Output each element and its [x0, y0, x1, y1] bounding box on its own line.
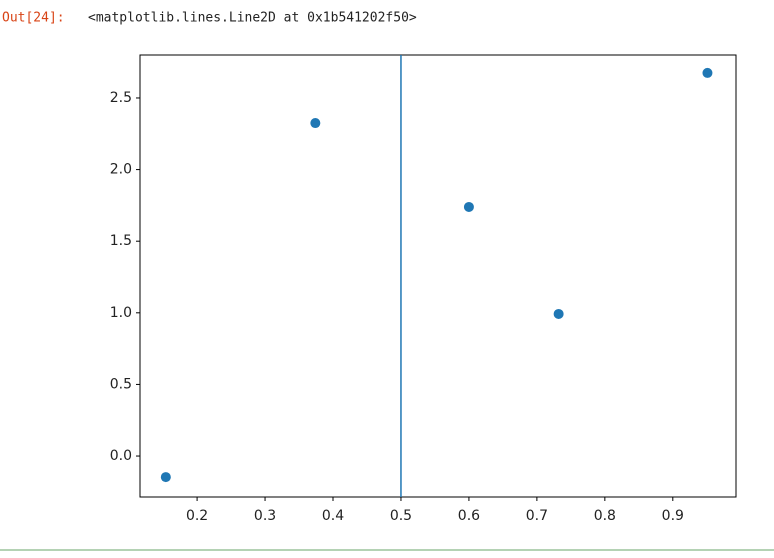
output-prompt: Out[24]: [2, 11, 65, 26]
x-tick-label: 0.8 [594, 508, 616, 524]
output-text: <matplotlib.lines.Line2D at 0x1b541202f5… [88, 11, 417, 26]
point [463, 201, 474, 212]
y-tick-label: 0.5 [110, 376, 132, 392]
x-tick-label: 0.5 [390, 508, 412, 524]
y-tick-label: 2.5 [110, 90, 132, 106]
point [160, 472, 171, 483]
x-tick-label: 0.2 [186, 508, 208, 524]
y-tick-label: 1.5 [110, 233, 132, 249]
y-tick-label: 1.0 [110, 305, 132, 321]
point [310, 118, 321, 129]
y-tick-label: 2.0 [110, 162, 132, 178]
point [702, 67, 713, 78]
x-tick-label: 0.3 [254, 508, 276, 524]
x-tick-label: 0.4 [322, 508, 344, 524]
x-tick-label: 0.9 [662, 508, 684, 524]
y-tick-label: 0.0 [110, 448, 132, 464]
point [553, 308, 564, 319]
axes-frame [139, 54, 737, 498]
x-tick-label: 0.6 [458, 508, 480, 524]
x-tick-label: 0.7 [526, 508, 548, 524]
